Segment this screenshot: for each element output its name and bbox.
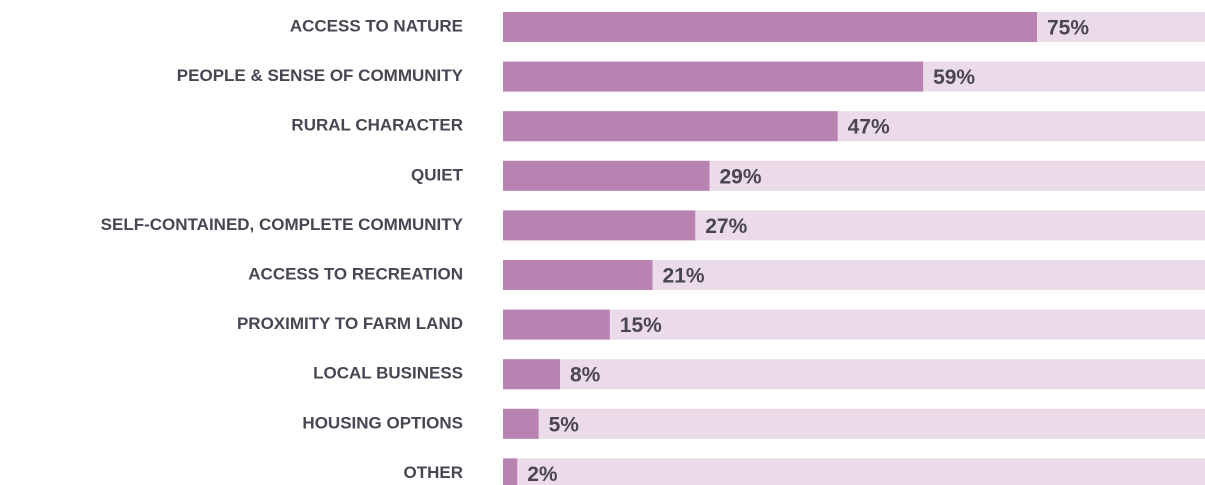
bar — [503, 111, 838, 142]
bar — [503, 12, 1037, 42]
value-label: 27% — [705, 215, 747, 238]
bar — [503, 260, 653, 290]
category-label: SELF-CONTAINED, COMPLETE COMMUNITY — [101, 215, 464, 234]
category-label: QUIET — [411, 165, 464, 184]
bar-track — [503, 359, 1205, 390]
value-label: 15% — [620, 314, 662, 337]
value-label: 8% — [570, 364, 601, 387]
category-label: ACCESS TO RECREATION — [248, 264, 463, 283]
bar-track — [503, 458, 1205, 485]
value-label: 2% — [527, 463, 558, 485]
category-label: PROXIMITY TO FARM LAND — [237, 314, 463, 333]
category-label: HOUSING OPTIONS — [302, 413, 463, 432]
bar — [503, 408, 539, 439]
bar — [503, 359, 560, 390]
category-label: ACCESS TO NATURE — [290, 16, 463, 35]
value-label: 59% — [933, 66, 975, 89]
category-label: RURAL CHARACTER — [291, 116, 463, 135]
bar — [503, 61, 924, 92]
bar — [503, 309, 610, 340]
bar — [503, 458, 518, 485]
value-label: 75% — [1047, 17, 1089, 40]
value-label: 47% — [848, 116, 890, 139]
bar-track — [503, 309, 1205, 340]
value-label: 5% — [549, 413, 580, 436]
bar — [503, 160, 710, 191]
category-label: LOCAL BUSINESS — [313, 364, 463, 383]
bar-track — [503, 408, 1205, 439]
value-label: 21% — [663, 265, 705, 288]
bar — [503, 210, 696, 241]
category-label: PEOPLE & SENSE OF COMMUNITY — [177, 66, 464, 85]
value-label: 29% — [719, 165, 761, 188]
category-label: OTHER — [404, 463, 464, 482]
